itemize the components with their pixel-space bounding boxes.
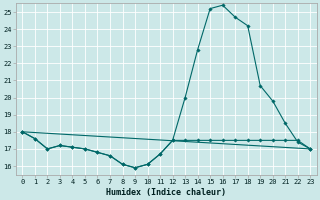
X-axis label: Humidex (Indice chaleur): Humidex (Indice chaleur)	[106, 188, 226, 197]
